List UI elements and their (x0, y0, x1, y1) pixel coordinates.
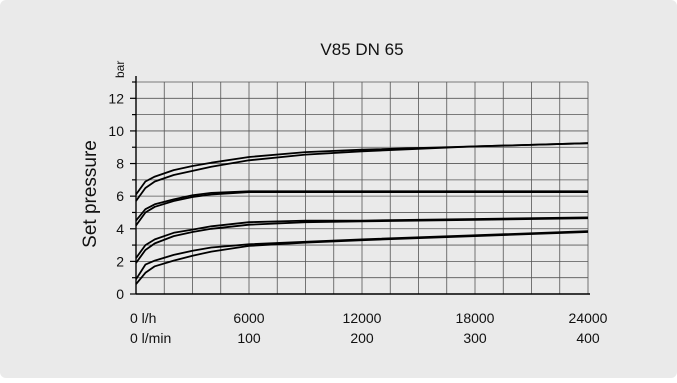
series-layer (135, 142, 589, 285)
series-line (135, 230, 589, 280)
axes (130, 76, 590, 295)
x-tick-label-primary: 18000 (456, 310, 495, 326)
series-line (135, 216, 589, 259)
x-tick-label-primary: 24000 (569, 310, 608, 326)
y-tick-label: 2 (116, 253, 124, 269)
tick-labels: 0 2 4 6 8 10 12 0 l/h 6000 12000 18000 24000 0 l/min… (108, 90, 607, 346)
y-tick-label: 8 (116, 156, 124, 172)
x-tick-label-primary: 6000 (233, 310, 264, 326)
y-axis-unit: bar (113, 61, 127, 78)
y-tick-label: 6 (116, 188, 124, 204)
x-tick-label-secondary: 0 l/min (130, 330, 171, 346)
x-tick-label-primary: 12000 (343, 310, 382, 326)
chart-title: V85 DN 65 (320, 40, 403, 59)
series-line (135, 190, 588, 222)
x-tick-label-secondary: 200 (350, 330, 374, 346)
y-tick-label: 0 (116, 286, 124, 302)
x-tick-label-secondary: 400 (576, 330, 600, 346)
y-axis-label: Set pressure (80, 140, 101, 248)
x-tick-label-secondary: 100 (237, 330, 261, 346)
series-line (135, 142, 589, 202)
y-tick-label: 4 (116, 221, 124, 237)
x-tick-label-primary: 0 l/h (130, 310, 156, 326)
x-tick-label-secondary: 300 (463, 330, 487, 346)
y-tick-label: 12 (108, 90, 124, 106)
grid (136, 81, 589, 294)
series-line (135, 142, 589, 196)
y-tick-label: 10 (108, 123, 124, 139)
